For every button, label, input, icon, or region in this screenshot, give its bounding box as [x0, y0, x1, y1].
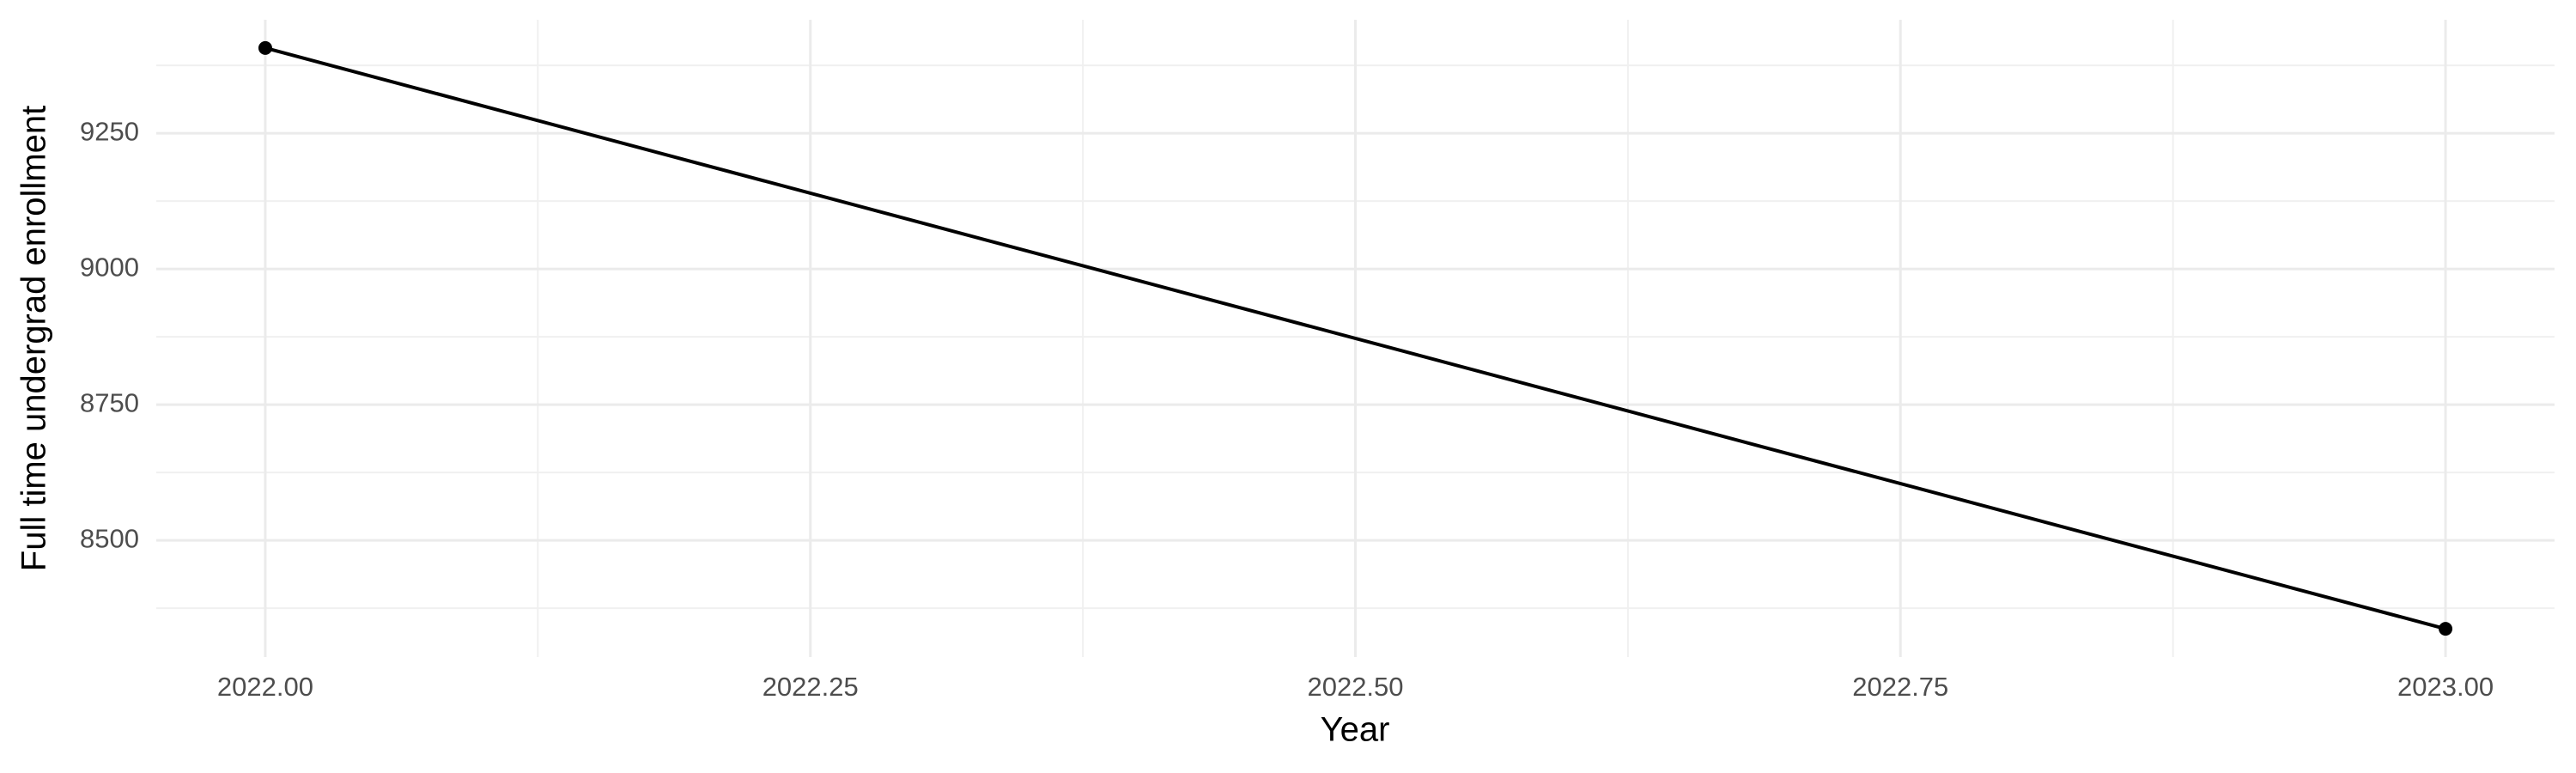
x-tick-label: 2022.25 — [762, 672, 859, 702]
y-tick-label: 8500 — [80, 523, 139, 553]
x-tick-label: 2022.00 — [217, 672, 313, 702]
y-tick-label: 9250 — [80, 116, 139, 146]
x-tick-label: 2022.50 — [1307, 672, 1403, 702]
x-tick-label: 2022.75 — [1852, 672, 1948, 702]
x-axis-title: Year — [1321, 711, 1390, 749]
line — [264, 46, 2446, 631]
x-tick-label: 2023.00 — [2397, 672, 2494, 702]
point — [258, 40, 272, 55]
y-tick-label: 9000 — [80, 252, 139, 282]
point — [2439, 622, 2453, 636]
y-axis-title: Full time undergrad enrollment — [15, 106, 53, 571]
y-tick-label: 8750 — [80, 387, 139, 417]
